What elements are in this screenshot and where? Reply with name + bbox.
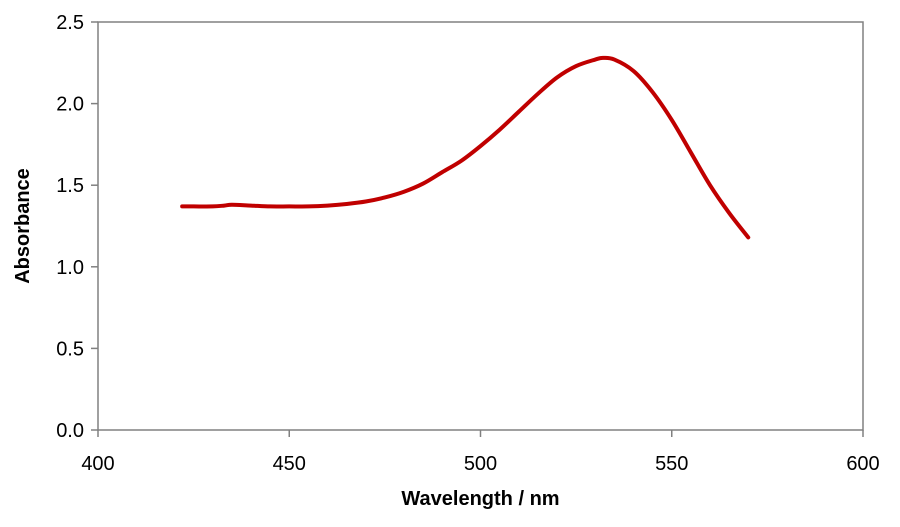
y-axis-title: Absorbance xyxy=(12,168,34,284)
x-tick-label: 550 xyxy=(655,453,688,475)
y-tick-marks xyxy=(91,21,98,431)
x-tick-label: 600 xyxy=(846,453,879,475)
x-tick-labels: 400 450 500 550 600 xyxy=(81,453,879,475)
y-tick-label: 2.0 xyxy=(56,94,84,116)
x-axis-title: Wavelength / nm xyxy=(401,488,559,510)
y-tick-label: 1.5 xyxy=(56,175,84,197)
y-tick-labels: 0.0 0.5 1.0 1.5 2.0 2.5 xyxy=(56,12,84,442)
absorbance-series-line xyxy=(180,55,751,240)
y-tick-label: 1.0 xyxy=(56,257,84,279)
y-tick-label: 0.0 xyxy=(56,420,84,442)
x-tick-label: 400 xyxy=(81,453,114,475)
plot-area xyxy=(97,21,864,431)
x-tick-marks xyxy=(97,430,864,437)
y-tick-label: 0.5 xyxy=(56,338,84,360)
x-tick-label: 500 xyxy=(464,453,497,475)
y-tick-label: 2.5 xyxy=(56,12,84,34)
x-tick-label: 450 xyxy=(273,453,306,475)
